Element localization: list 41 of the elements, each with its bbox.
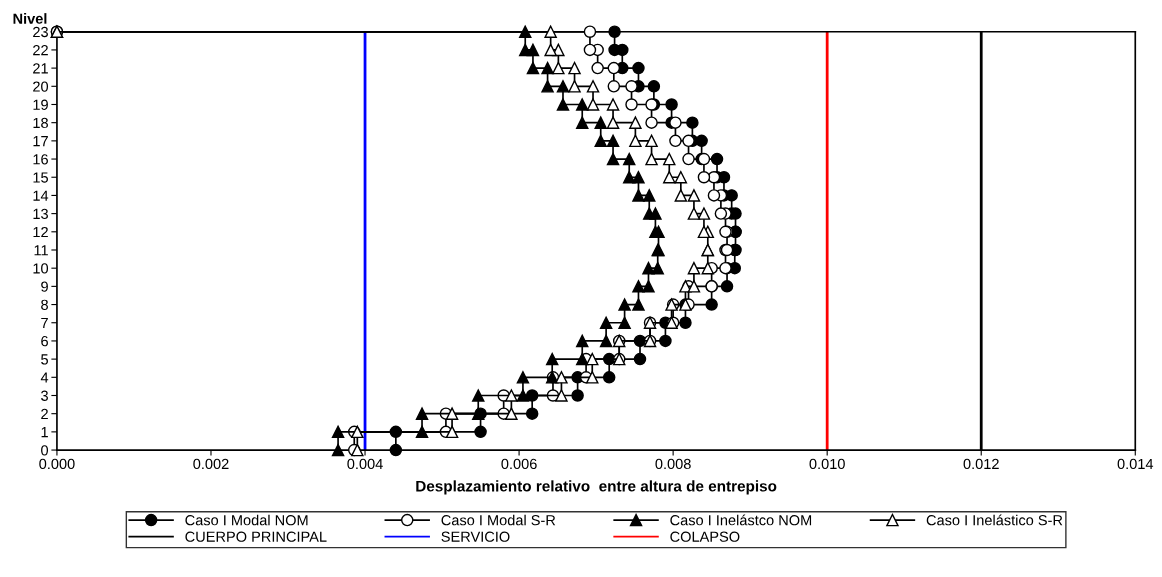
x-axis-title: Desplazamiento relativo entre altura de entrepiso (416, 480, 777, 495)
y-tick-label: 5 (41, 354, 48, 365)
y-tick-label: 19 (33, 99, 48, 110)
y-tick-label: 14 (33, 190, 49, 201)
y-tick-label: 0 (41, 445, 49, 456)
y-tick-label: 21 (33, 63, 48, 74)
y-tick-label: 8 (41, 299, 48, 310)
y-tick-label: 15 (33, 172, 48, 183)
legend-label: Caso I Modal S-R (441, 514, 556, 526)
y-axis-title: Nivel (13, 13, 47, 24)
y-tick-label: 2 (41, 408, 48, 419)
x-tick-label: 0.006 (501, 458, 537, 470)
y-tick-label: 20 (33, 81, 49, 92)
x-tick-label: 0.002 (193, 458, 229, 470)
x-tick-label: 0.014 (1117, 458, 1154, 470)
y-tick-label: 1 (41, 427, 48, 438)
legend-label: Caso I Inelástico S-R (926, 514, 1063, 526)
y-tick-label: 12 (33, 226, 48, 238)
x-tick-label: 0.012 (963, 458, 999, 470)
x-tick-label: 0.010 (809, 458, 845, 470)
y-tick-label: 9 (41, 281, 48, 292)
y-tick-label: 13 (33, 208, 48, 220)
y-tick-label: 22 (33, 45, 48, 56)
y-tick-label: 16 (33, 154, 48, 165)
y-tick-label: 6 (41, 336, 48, 347)
y-tick-label: 10 (33, 263, 49, 274)
legend-label: Caso I Inelástco NOM (670, 514, 812, 526)
y-tick-label: 23 (33, 26, 48, 38)
x-tick-label: 0.000 (39, 458, 75, 470)
legend-label: SERVICIO (441, 531, 510, 542)
legend-label: Caso I Modal NOM (185, 514, 308, 526)
legend-label: COLAPSO (670, 531, 740, 542)
y-tick-label: 17 (33, 136, 48, 147)
y-tick-label: 7 (41, 317, 48, 329)
y-tick-label: 11 (34, 245, 48, 256)
x-tick-label: 0.004 (347, 458, 383, 470)
y-tick-label: 18 (33, 117, 48, 129)
x-tick-label: 0.008 (655, 458, 691, 470)
y-tick-label: 4 (40, 372, 49, 383)
legend-label: CUERPO PRINCIPAL (185, 531, 327, 542)
y-tick-label: 3 (41, 390, 48, 401)
